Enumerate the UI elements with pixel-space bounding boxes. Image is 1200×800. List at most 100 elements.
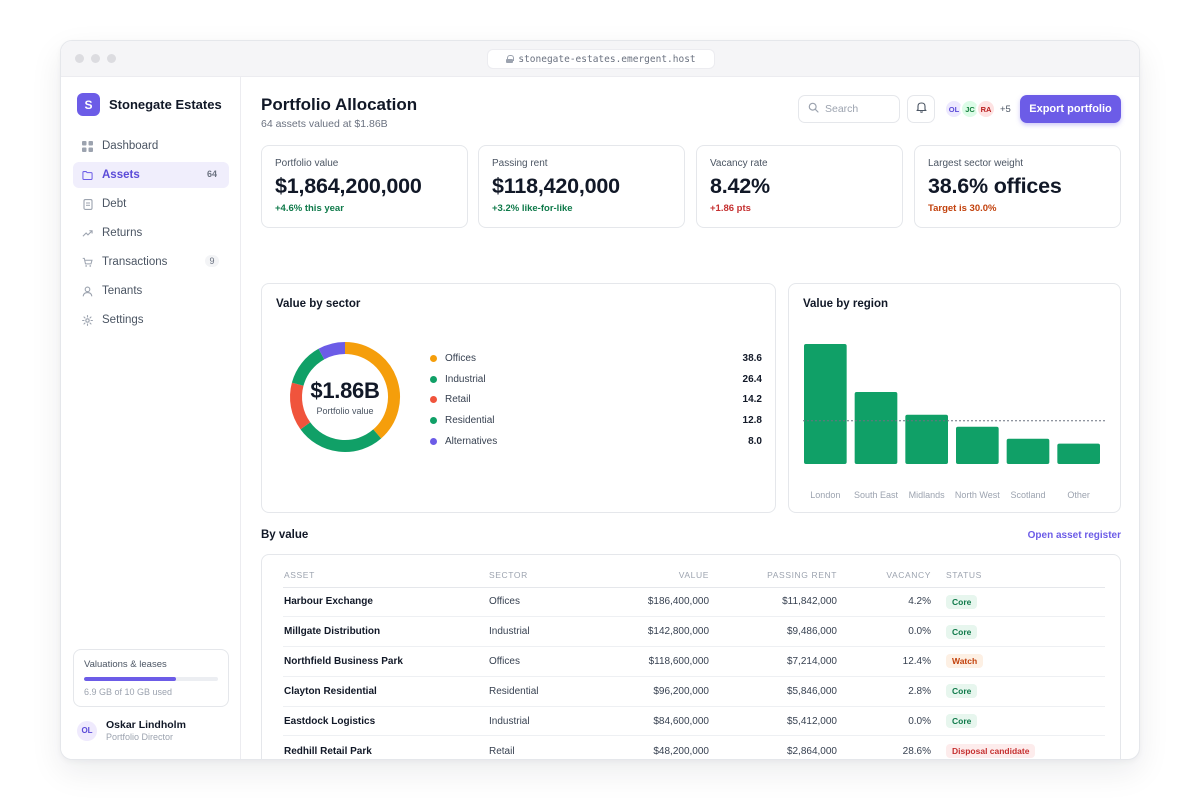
kpi-delta: +1.86 pts — [710, 203, 751, 214]
bar-london[interactable] — [804, 344, 847, 464]
donut-center-value: $1.86B — [310, 378, 380, 403]
lock-icon — [506, 55, 515, 63]
page-subtitle: 64 assets valued at $1.86B — [261, 118, 388, 130]
table-row[interactable]: Eastdock Logistics Industrial $84,600,000 $… — [283, 706, 1105, 737]
export-portfolio-button[interactable]: Export portfolio — [1020, 95, 1121, 123]
table-row[interactable]: Clayton Residential Residential $96,200,00… — [283, 676, 1105, 707]
donut-slice-offices[interactable] — [344, 342, 400, 439]
kpi-delta: +4.6% this year — [275, 203, 344, 214]
sector-cell: Offices — [489, 646, 609, 677]
kpi-label: Passing rent — [492, 158, 548, 169]
storage-progress-fill — [84, 677, 177, 681]
donut-slice-industrial[interactable] — [300, 422, 382, 452]
grid-icon — [82, 140, 93, 152]
table-header-row: Asset Sector Value Passing rent Vacancy … — [283, 563, 1105, 588]
bar-south-east[interactable] — [854, 392, 898, 464]
asset-name-cell: Harbour Exchange — [283, 587, 489, 618]
column-header-vacancy[interactable]: Vacancy — [837, 563, 931, 588]
legend-swatch — [430, 417, 437, 425]
browser-window: stonegate-estates.emergent.host S Stoneg… — [60, 40, 1140, 760]
column-header-status[interactable]: Status — [931, 563, 1105, 588]
search-box[interactable] — [798, 95, 900, 123]
column-header-value[interactable]: Value — [609, 563, 709, 588]
value-cell: $48,200,000 — [653, 745, 709, 757]
vacancy-cell: 4.2% — [837, 587, 931, 618]
legend-swatch — [430, 354, 437, 362]
legend-item: Alternatives 8.0 — [430, 431, 762, 452]
table-row[interactable]: Millgate Distribution Industrial $142,800,… — [283, 616, 1105, 648]
donut-slice-retail[interactable] — [290, 382, 311, 430]
kpi-delta: +3.2% like-for-like — [492, 203, 573, 214]
legend-swatch — [430, 396, 437, 404]
x-tick-label: London — [810, 490, 840, 500]
sidebar-item-assets[interactable]: Assets 64 — [73, 162, 229, 188]
search-input[interactable] — [825, 103, 895, 115]
column-header-asset[interactable]: Asset — [283, 563, 489, 588]
sidebar-item-settings[interactable]: Settings — [73, 307, 229, 333]
bar-north-west[interactable] — [956, 426, 999, 464]
legend-label: Alternatives — [445, 436, 498, 448]
sidebar-item-debt[interactable]: Debt — [73, 191, 229, 217]
table-row[interactable]: Redhill Retail Park Retail $48,200,000 $2,8… — [283, 736, 1105, 759]
sidebar-item-dashboard[interactable]: Dashboard — [73, 133, 229, 159]
status-badge: Core — [946, 594, 978, 609]
brand[interactable]: S Stonegate Estates — [77, 93, 222, 116]
vacancy-cell: 0.0% — [837, 616, 931, 648]
kpi-delta: Target is 30.0% — [928, 203, 997, 214]
donut-center-label: Portfolio value — [316, 406, 374, 416]
notifications-button[interactable] — [907, 95, 935, 123]
page-title: Portfolio Allocation — [261, 95, 418, 114]
folder-icon — [82, 170, 93, 181]
kpi-value: $1,864,200,000 — [275, 174, 422, 198]
user-role: Portfolio Director — [106, 732, 174, 742]
user-profile[interactable]: OL Oskar Lindholm Portfolio Director — [77, 719, 186, 742]
column-header-sector[interactable]: Sector — [489, 563, 609, 588]
asset-name-cell: Millgate Distribution — [283, 616, 489, 648]
kpi-card-largest-sector: Largest sector weight 38.6% offices Targ… — [914, 145, 1121, 228]
passing-rent-cell: $9,486,000 — [709, 616, 837, 648]
kpi-value: 8.42% — [710, 174, 770, 198]
status-cell: Core — [931, 587, 1105, 618]
sidebar-item-tenants[interactable]: Tenants — [73, 278, 229, 304]
avatar: OL — [77, 720, 97, 741]
legend-value: 38.6 — [742, 352, 762, 364]
passing-rent-cell: $11,842,000 — [709, 587, 837, 618]
legend-value: 14.2 — [742, 394, 762, 406]
open-asset-register-link[interactable]: Open asset register — [1027, 530, 1121, 541]
legend-label: Residential — [445, 415, 495, 427]
storage-widget[interactable]: Valuations & leases 6.9 GB of 10 GB used — [73, 649, 229, 707]
sidebar-item-transactions[interactable]: Transactions 9 — [73, 249, 229, 275]
x-tick-label: Midlands — [909, 490, 946, 500]
browser-titlebar: stonegate-estates.emergent.host — [61, 41, 1139, 77]
donut-slice-alternatives[interactable] — [318, 342, 346, 360]
collaborator-avatars[interactable]: OL JC RA +5 — [944, 99, 1011, 119]
sidebar-item-label: Assets — [102, 169, 140, 181]
assets-count-badge: 64 — [206, 169, 217, 179]
section-title: By value — [261, 529, 309, 541]
maximize-dot-icon[interactable] — [107, 54, 116, 63]
asset-name-cell: Clayton Residential — [283, 676, 489, 707]
bar-midlands[interactable] — [905, 414, 948, 464]
legend-label: Industrial — [445, 373, 486, 385]
brand-logo: S — [77, 93, 100, 116]
close-dot-icon[interactable] — [75, 54, 84, 63]
kpi-card-portfolio-value: Portfolio value $1,864,200,000 +4.6% thi… — [261, 145, 468, 228]
bar-scotland[interactable] — [1006, 438, 1050, 464]
table-row[interactable]: Northfield Business Park Offices $118,600,… — [283, 646, 1105, 677]
legend-swatch — [430, 375, 437, 383]
donut-slice-residential[interactable] — [291, 348, 325, 387]
sector-donut-chart: $1.86B Portfolio value — [288, 340, 402, 454]
column-header-passing-rent[interactable]: Passing rent — [709, 563, 837, 588]
kpi-label: Portfolio value — [275, 158, 339, 169]
value-cell: $96,200,000 — [609, 676, 709, 707]
region-bar-chart: London South East Midlands North West Scotla… — [803, 344, 1107, 500]
minimize-dot-icon[interactable] — [91, 54, 100, 63]
passing-rent-cell: $5,846,000 — [709, 676, 837, 707]
asset-name-cell: Northfield Business Park — [283, 646, 489, 677]
table-row[interactable]: Harbour Exchange Offices $186,400,000 $11,8… — [283, 587, 1105, 618]
value-cell: $186,400,000 — [609, 587, 709, 618]
sidebar-item-returns[interactable]: Returns — [73, 220, 229, 246]
bar-other[interactable] — [1057, 443, 1100, 464]
legend-label: Offices — [445, 352, 476, 364]
address-bar[interactable]: stonegate-estates.emergent.host — [487, 49, 715, 69]
